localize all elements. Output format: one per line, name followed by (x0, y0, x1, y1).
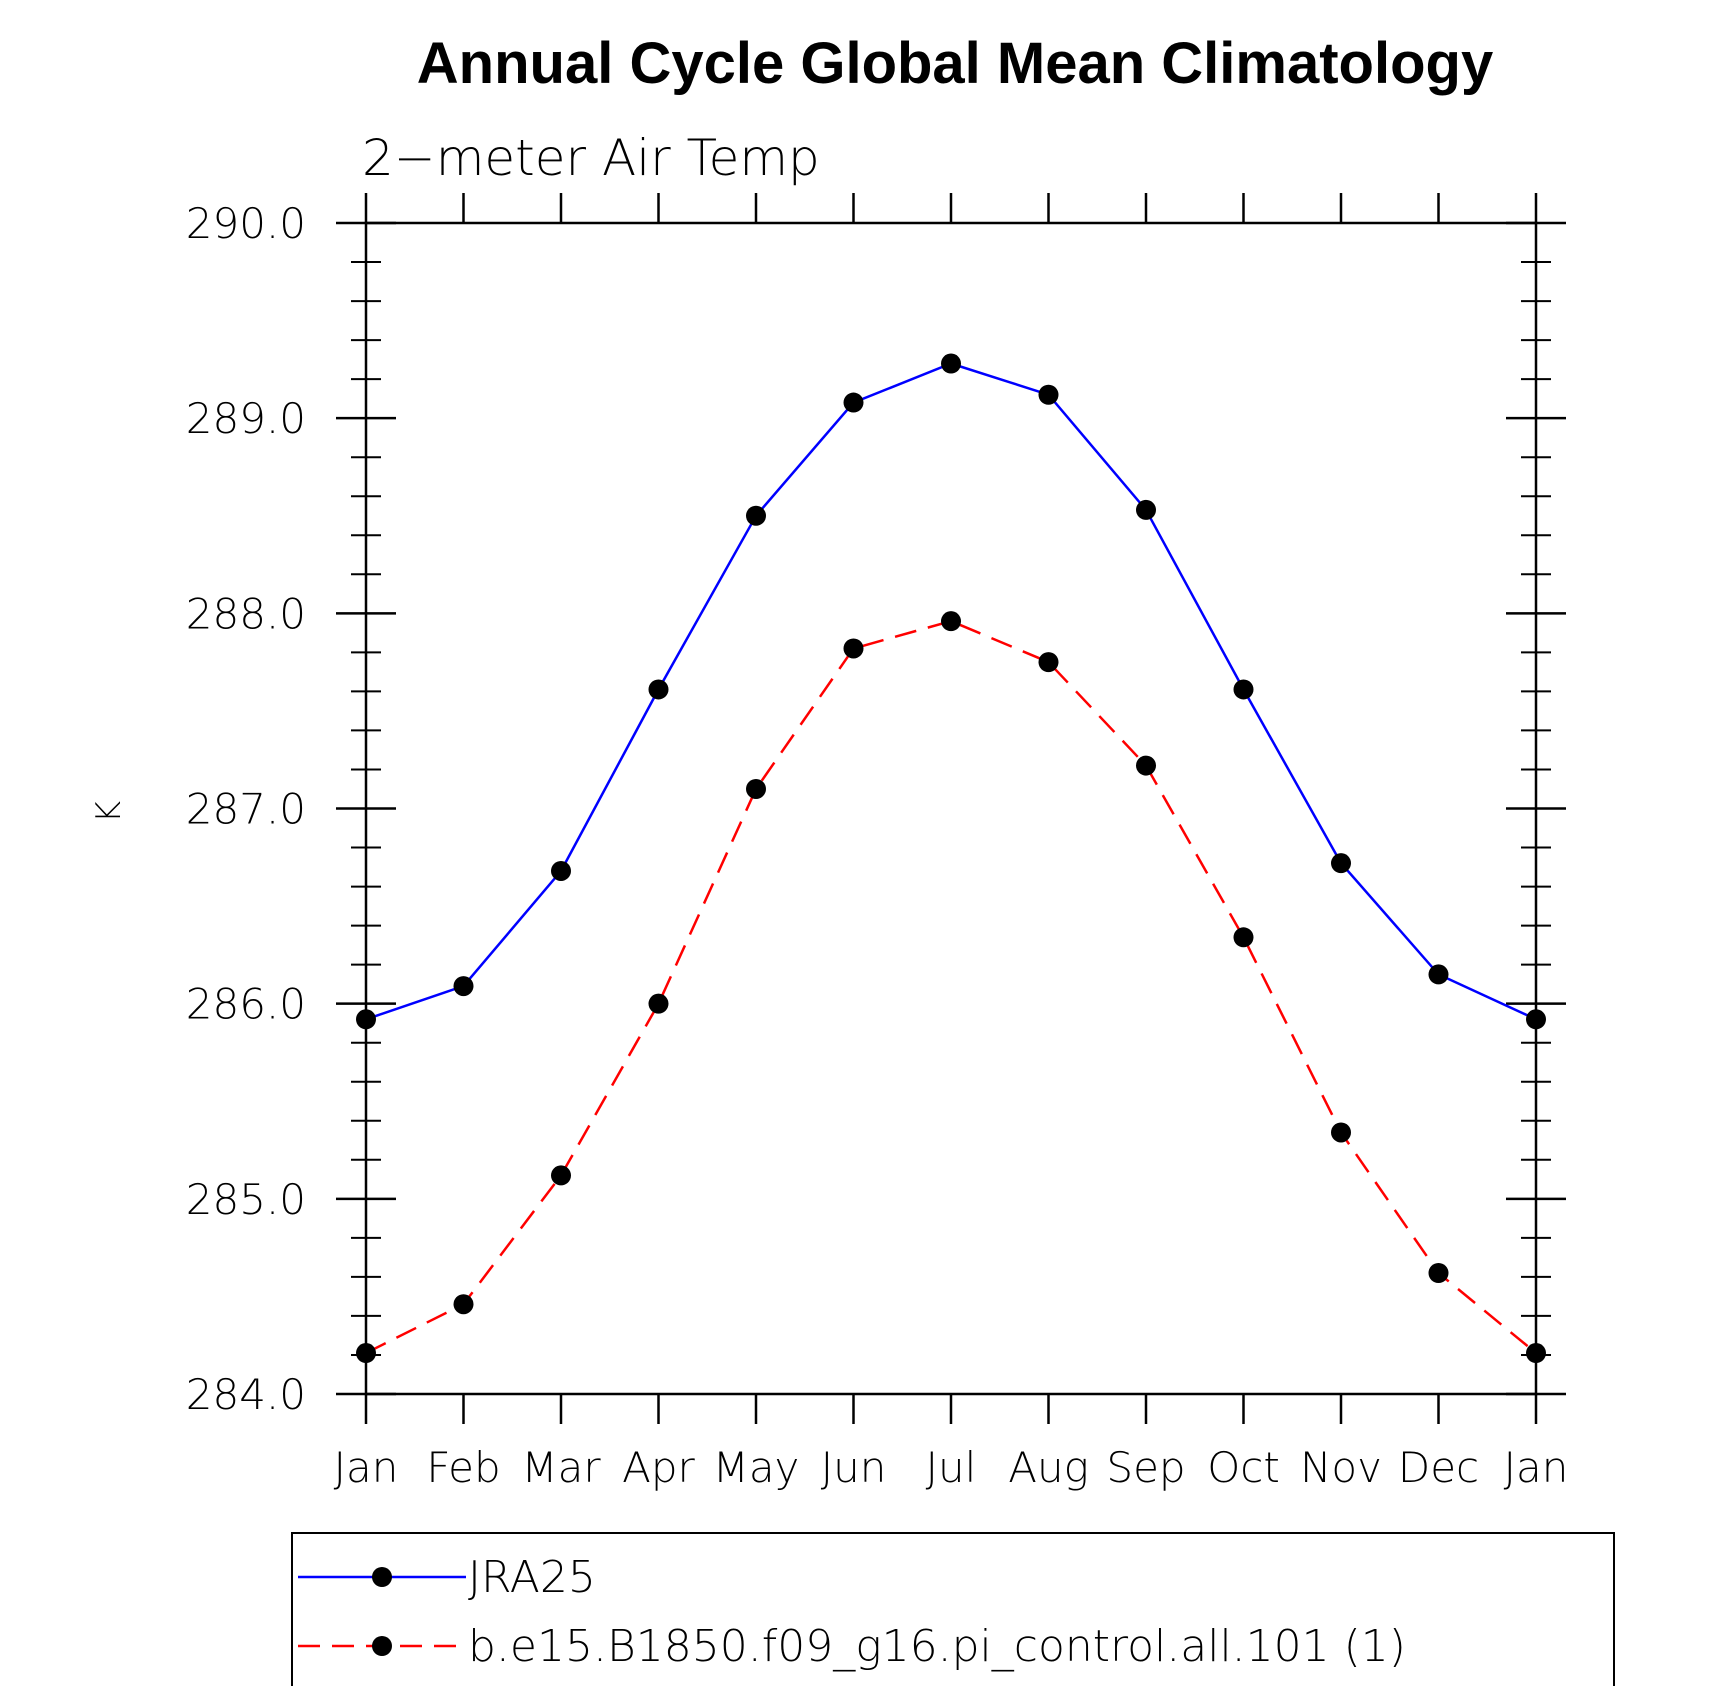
x-tick-label: Sep (1106, 1443, 1185, 1492)
minor-ticks (351, 261, 1551, 1356)
x-tick-label: Aug (1008, 1443, 1089, 1492)
chart-title: Annual Cycle Global Mean Climatology (417, 31, 1493, 96)
y-tick-label: 288.0 (186, 589, 306, 638)
series-2-point (1526, 1343, 1546, 1364)
series-2-point (1136, 755, 1156, 776)
chart-subtitle: 2−meter Air Temp (362, 129, 820, 187)
series-1-point (1331, 853, 1351, 874)
series-1-point (356, 1009, 376, 1030)
series-1-point (746, 505, 766, 526)
y-tick-label: 286.0 (186, 980, 306, 1029)
series-markers (356, 353, 1546, 1364)
x-tick-label: May (713, 1443, 800, 1492)
series-1-point (1038, 384, 1059, 405)
series-2-point (843, 638, 864, 659)
y-tick-label: 285.0 (186, 1175, 306, 1224)
series-line-1 (365, 362, 1537, 1021)
x-tick-labels: Jan Feb Mar Apr May Jun Jul Aug Sep Oct Nov Dec Jan (334, 1443, 1569, 1492)
series-1-point (941, 353, 961, 374)
series-2-point (941, 611, 961, 632)
series-1-point (648, 679, 669, 700)
legend-box (291, 1532, 1615, 1686)
legend: JRA25 b.e15.B1850.f09_g16.pi_control.all.… (291, 1532, 1615, 1686)
series-1-point (1428, 964, 1449, 985)
legend-marker-1 (372, 1567, 392, 1587)
series-1-point (1136, 499, 1156, 520)
y-tick-labels: 284.0 285.0 286.0 287.0 288.0 289.0 290.0 (186, 199, 306, 1419)
legend-marker-2 (372, 1636, 392, 1656)
x-tick-label: Jun (821, 1443, 887, 1492)
y-tick-label: 289.0 (186, 394, 306, 443)
plot-frame (364, 221, 1538, 1396)
series-2-point (1428, 1262, 1449, 1283)
series-2-point (1233, 927, 1254, 948)
y-tick-label: 287.0 (186, 785, 306, 834)
series-line-2 (365, 619, 1537, 1355)
plot-border (364, 221, 1538, 1396)
series-1-point (551, 860, 571, 881)
y-axis-label: K (89, 801, 129, 823)
series-1-point (1526, 1009, 1546, 1030)
series-1-point (453, 976, 474, 997)
series-2-point (1038, 652, 1059, 673)
series-lines (365, 362, 1537, 1355)
x-tick-label: Dec (1398, 1443, 1479, 1492)
x-tick-label: Oct (1207, 1443, 1280, 1492)
series-2-point (1331, 1122, 1351, 1143)
x-tick-label: Apr (622, 1443, 695, 1492)
series-1-point (843, 392, 864, 413)
y-tick-label: 290.0 (186, 199, 306, 248)
series-1-point (1233, 679, 1254, 700)
y-tick-label: 284.0 (186, 1370, 306, 1419)
x-tick-label: Mar (521, 1443, 601, 1492)
legend-entries: JRA25 b.e15.B1850.f09_g16.pi_control.all.… (298, 1552, 1406, 1672)
series-2-point (648, 993, 669, 1014)
series-2-point (453, 1294, 474, 1315)
legend-label-1: JRA25 (468, 1552, 596, 1603)
x-tick-label: Feb (426, 1443, 500, 1492)
x-tick-label: Jan (334, 1443, 399, 1492)
x-tick-label: Jan (1504, 1443, 1569, 1492)
x-tick-label: Nov (1300, 1443, 1382, 1492)
major-ticks (336, 193, 1566, 1424)
x-tick-label: Jul (926, 1443, 977, 1492)
series-2-point (746, 778, 766, 799)
legend-label-2: b.e15.B1850.f09_g16.pi_control.all.101 (… (468, 1621, 1406, 1672)
series-2-point (551, 1165, 571, 1186)
series-2-point (356, 1343, 376, 1364)
